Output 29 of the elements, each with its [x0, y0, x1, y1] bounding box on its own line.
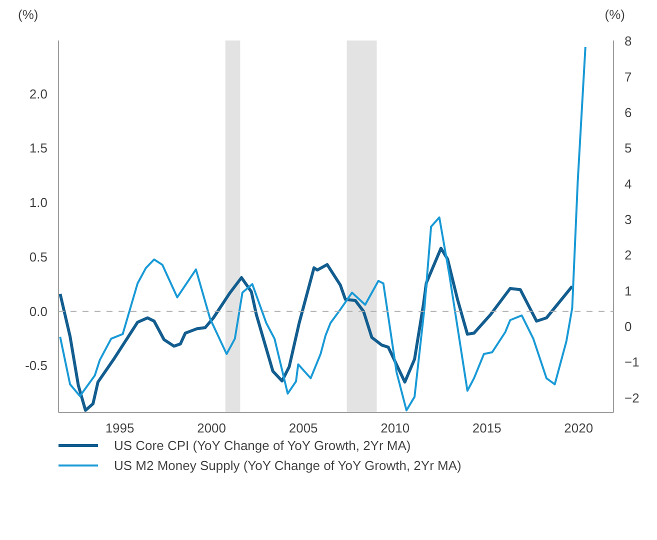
y2-tick-label: 1 — [624, 283, 632, 298]
y-tick-label: 1.0 — [29, 195, 48, 210]
y2-tick-label: −1 — [624, 354, 640, 370]
ylabel: (%) — [18, 6, 38, 24]
y2-tick-label: 2 — [624, 248, 632, 263]
y-tick-label: -0.5 — [25, 358, 48, 374]
x-tick-label: 2000 — [197, 420, 226, 436]
y-tick-label: 0.5 — [29, 249, 48, 264]
y-tick-label: 1.5 — [29, 140, 48, 156]
legend-label: US Core CPI (YoY Change of YoY Growth, 2Yr MA) — [114, 438, 411, 452]
x-tick-label: 1995 — [105, 420, 134, 436]
line-series — [58, 246, 574, 412]
y2-tick-label: 0 — [624, 319, 632, 334]
x-tick-label: 2020 — [564, 420, 594, 436]
y2-tick-label: 8 — [624, 34, 632, 49]
x-tick-label: 2010 — [380, 420, 410, 436]
line-series — [59, 46, 586, 412]
y2-tick-label: 6 — [624, 105, 632, 120]
x-tick-label: 2005 — [288, 420, 318, 436]
y2-tick-label: 4 — [624, 176, 632, 192]
y-tick-label: 0.0 — [29, 304, 48, 319]
y2-tick-label: 3 — [624, 212, 632, 228]
y2-tick-label: 5 — [624, 140, 632, 156]
legend-label: US M2 Money Supply (YoY Change of YoY Growth, 2Yr MA) — [114, 458, 462, 472]
x-tick-label: 2015 — [472, 420, 502, 436]
y2-tick-label: 7 — [624, 69, 632, 84]
y2-tick-label: −2 — [624, 390, 640, 406]
y2label: (%) — [604, 6, 625, 24]
y-tick-label: 2.0 — [29, 86, 48, 102]
